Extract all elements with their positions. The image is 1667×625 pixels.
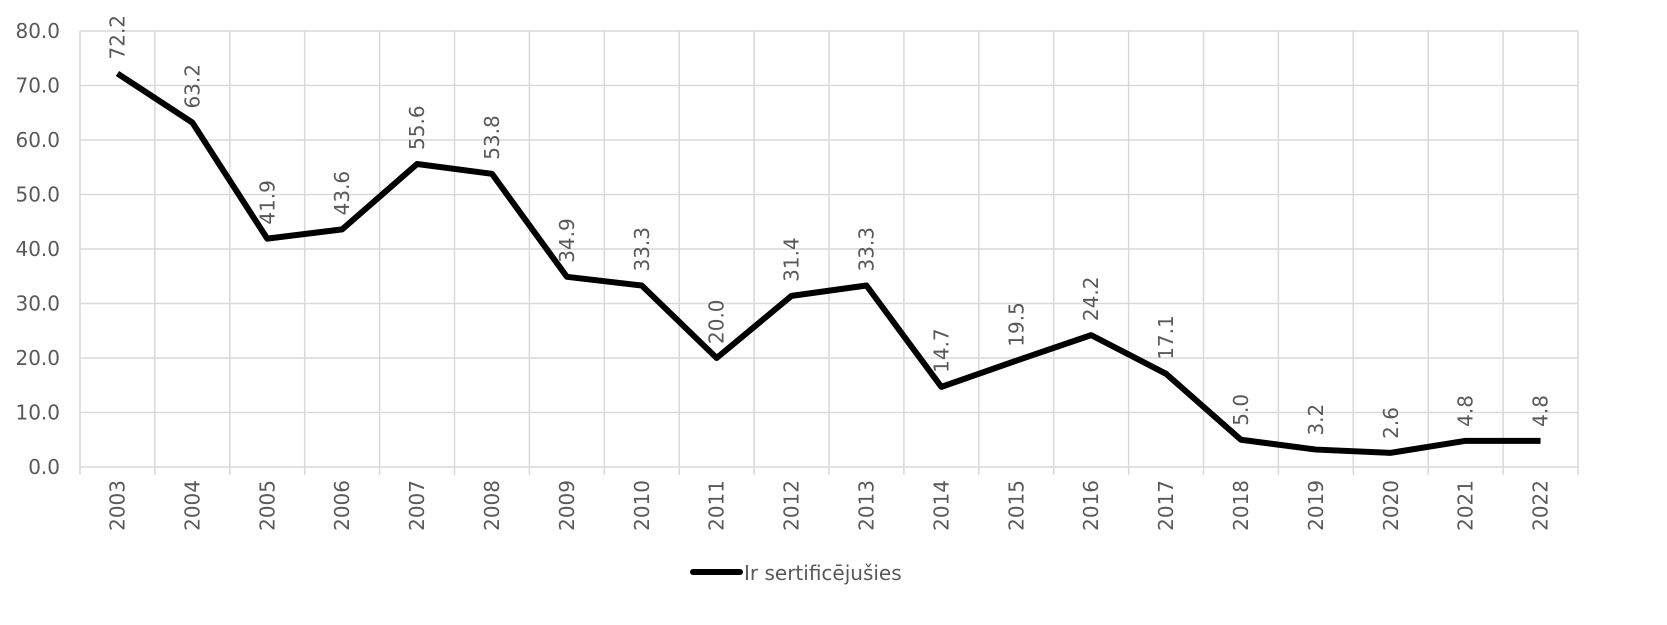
x-tick-label: 2015 — [1004, 480, 1028, 531]
data-label: 24.2 — [1079, 277, 1103, 322]
x-tick-label: 2013 — [854, 480, 878, 531]
x-tick-label: 2016 — [1079, 480, 1103, 531]
x-tick-label: 2021 — [1454, 480, 1478, 531]
x-tick-label: 2006 — [330, 480, 354, 531]
series-line — [115, 71, 1541, 456]
y-tick-label: 60.0 — [15, 128, 60, 152]
x-tick-label: 2019 — [1304, 480, 1328, 531]
x-tick-label: 2007 — [405, 480, 429, 531]
legend-label: Ir sertificējušies — [744, 561, 902, 585]
x-tick-label: 2009 — [555, 480, 579, 531]
x-tick-label: 2005 — [255, 480, 279, 531]
data-label: 4.8 — [1529, 395, 1553, 427]
data-label: 53.8 — [480, 115, 504, 160]
y-tick-label: 80.0 — [15, 19, 60, 43]
data-label: 17.1 — [1154, 315, 1178, 360]
y-tick-label: 30.0 — [15, 292, 60, 316]
x-tick-label: 2003 — [105, 480, 129, 531]
data-label: 43.6 — [330, 171, 354, 216]
x-tick-label: 2012 — [780, 480, 804, 531]
x-tick-label: 2008 — [480, 480, 504, 531]
y-tick-label: 70.0 — [15, 74, 60, 98]
y-tick-label: 0.0 — [28, 455, 60, 479]
data-label: 19.5 — [1004, 302, 1028, 347]
data-label: 20.0 — [705, 299, 729, 344]
data-label: 63.2 — [180, 64, 204, 109]
data-label: 3.2 — [1304, 404, 1328, 436]
data-label: 14.7 — [929, 328, 953, 373]
data-label: 33.3 — [854, 227, 878, 272]
x-tick-label: 2020 — [1379, 480, 1403, 531]
x-tick-label: 2014 — [929, 480, 953, 531]
data-label: 31.4 — [780, 237, 804, 282]
x-tick-label: 2018 — [1229, 480, 1253, 531]
data-label: 34.9 — [555, 218, 579, 263]
x-tick-label: 2022 — [1529, 480, 1553, 531]
data-label: 33.3 — [630, 227, 654, 272]
x-tick-label: 2017 — [1154, 480, 1178, 531]
y-tick-label: 40.0 — [15, 237, 60, 261]
data-label: 2.6 — [1379, 407, 1403, 439]
data-label: 72.2 — [105, 15, 129, 60]
x-tick-label: 2004 — [180, 480, 204, 531]
data-label: 5.0 — [1229, 394, 1253, 426]
y-tick-label: 20.0 — [15, 346, 60, 370]
data-label: 41.9 — [255, 180, 279, 225]
y-tick-label: 10.0 — [15, 401, 60, 425]
x-tick-label: 2010 — [630, 480, 654, 531]
data-label: 4.8 — [1454, 395, 1478, 427]
y-tick-label: 50.0 — [15, 183, 60, 207]
x-tick-label: 2011 — [705, 480, 729, 531]
data-label: 55.6 — [405, 105, 429, 150]
